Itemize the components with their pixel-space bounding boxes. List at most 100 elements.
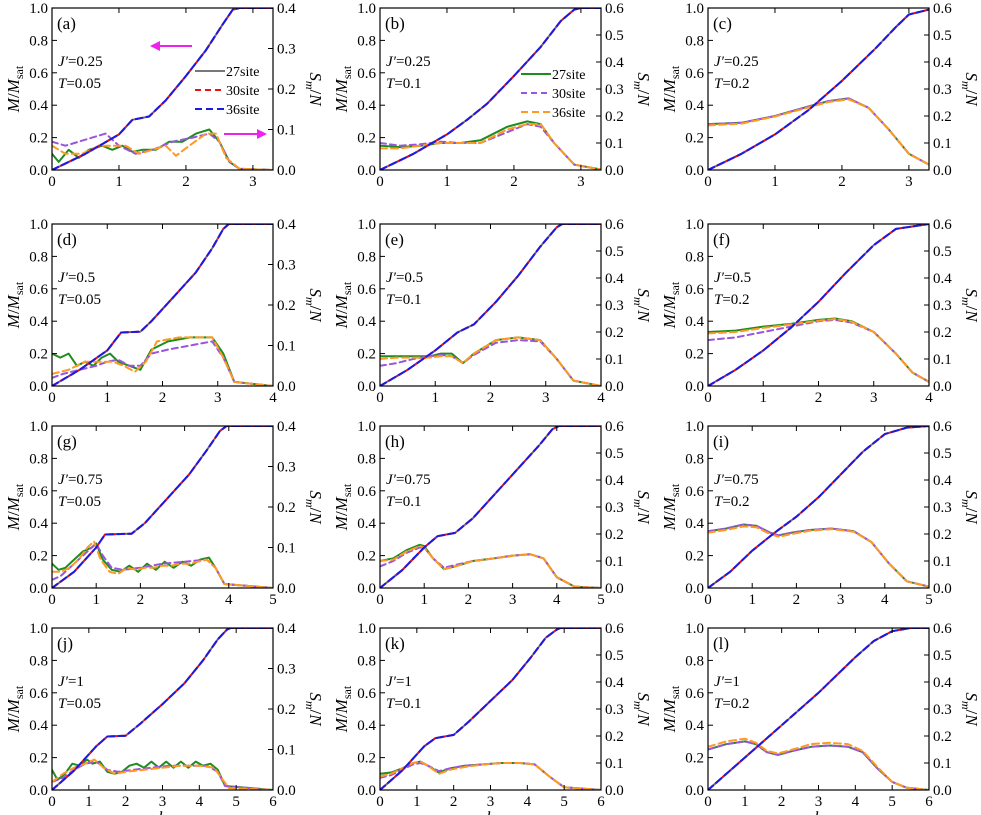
param-temperature: T=0.2 bbox=[714, 494, 750, 510]
param-temperature: T=0.2 bbox=[714, 76, 750, 92]
y-left-tick-label: 0.4 bbox=[357, 516, 376, 532]
y-left-tick-label: 1.0 bbox=[357, 621, 376, 637]
S-36site-line bbox=[708, 525, 929, 588]
S-27site-line bbox=[52, 542, 273, 588]
y-left-tick-label: 1.0 bbox=[29, 217, 48, 233]
y-right-label: Sm/N bbox=[631, 692, 653, 727]
y-right-tick-label: 0.4 bbox=[277, 217, 296, 233]
S-30site-line bbox=[708, 523, 929, 588]
y-right-tick-label: 0.4 bbox=[933, 473, 952, 489]
x-tick-label: 3 bbox=[181, 592, 189, 608]
x-tick-label: 5 bbox=[888, 794, 896, 810]
y-right-tick-label: 0.5 bbox=[605, 28, 624, 44]
param-temperature: T=0.05 bbox=[58, 494, 101, 510]
panel-i: 0 1 2 3 4 50.00.20.40.60.81.00.00.10.20.30.40… bbox=[660, 419, 981, 608]
y-left-tick-label: 0.4 bbox=[357, 718, 376, 734]
y-right-tick-label: 0.6 bbox=[933, 1, 952, 17]
S-30site-line bbox=[52, 542, 273, 588]
y-left-tick-label: 0.6 bbox=[685, 686, 704, 702]
param-temperature: T=0.1 bbox=[386, 696, 422, 712]
M-36site-line bbox=[52, 628, 273, 790]
y-right-tick-label: 0.2 bbox=[605, 729, 624, 745]
M-36site-line bbox=[52, 426, 273, 588]
x-tick-label: 3 bbox=[577, 174, 585, 190]
y-left-tick-label: 0.8 bbox=[29, 249, 48, 265]
y-left-tick-label: 0.2 bbox=[685, 549, 704, 565]
x-tick-label: 3 bbox=[159, 794, 167, 810]
y-right-tick-label: 0.1 bbox=[933, 554, 952, 570]
y-right-label: Sm/N bbox=[631, 288, 653, 323]
param-jprime: J′=1 bbox=[714, 674, 740, 690]
x-tick-label: 1 bbox=[748, 592, 756, 608]
S-36site-line bbox=[52, 132, 273, 170]
y-left-tick-label: 0.2 bbox=[29, 751, 48, 767]
y-left-tick-label: 0.0 bbox=[685, 379, 704, 395]
x-tick-label: 1 bbox=[443, 174, 451, 190]
y-left-tick-label: 0.6 bbox=[685, 66, 704, 82]
y-right-tick-label: 0.1 bbox=[605, 756, 624, 772]
y-left-tick-label: 0.8 bbox=[685, 249, 704, 265]
x-tick-label: 2 bbox=[510, 174, 518, 190]
y-right-tick-label: 0.2 bbox=[277, 500, 296, 516]
y-left-tick-label: 0.6 bbox=[29, 686, 48, 702]
S-27site-line bbox=[52, 128, 273, 170]
y-right-tick-label: 0.5 bbox=[605, 446, 624, 462]
y-left-tick-label: 0.2 bbox=[685, 751, 704, 767]
y-right-tick-label: 0.6 bbox=[933, 217, 952, 233]
x-tick-label: 4 bbox=[553, 592, 561, 608]
y-right-tick-label: 0.0 bbox=[277, 581, 296, 597]
y-right-tick-label: 0.5 bbox=[933, 28, 952, 44]
S-27site-line bbox=[708, 317, 929, 383]
y-left-label: M/Msat bbox=[660, 483, 682, 531]
x-tick-label: 0 bbox=[48, 174, 56, 190]
y-left-tick-label: 0.0 bbox=[29, 783, 48, 799]
y-right-label: Sm/N bbox=[303, 288, 325, 323]
S-36site-line bbox=[380, 336, 601, 386]
y-right-tick-label: 0.2 bbox=[605, 325, 624, 341]
x-tick-label: 1 bbox=[760, 390, 768, 406]
panel-label: (f) bbox=[713, 230, 730, 249]
y-left-label: M/Msat bbox=[660, 281, 682, 329]
param-temperature: T=0.05 bbox=[58, 292, 101, 308]
param-jprime: J′=0.5 bbox=[386, 270, 423, 286]
y-left-label: M/Msat bbox=[660, 65, 682, 113]
y-left-tick-label: 0.4 bbox=[29, 314, 48, 330]
x-tick-label: 4 bbox=[852, 794, 860, 810]
y-left-tick-label: 0.4 bbox=[29, 98, 48, 114]
y-right-tick-label: 0.1 bbox=[277, 123, 296, 139]
x-tick-label: 0 bbox=[48, 592, 56, 608]
x-tick-label: 5 bbox=[232, 794, 240, 810]
curves bbox=[380, 8, 601, 170]
y-left-tick-label: 0.8 bbox=[357, 653, 376, 669]
curves bbox=[708, 8, 929, 170]
y-right-tick-label: 0.1 bbox=[605, 352, 624, 368]
y-right-tick-label: 0.3 bbox=[605, 500, 624, 516]
y-left-tick-label: 0.2 bbox=[29, 347, 48, 363]
y-right-tick-label: 0.1 bbox=[277, 743, 296, 759]
x-tick-label: 2 bbox=[159, 390, 167, 406]
y-left-label: M/Msat bbox=[332, 65, 354, 113]
curves bbox=[380, 628, 601, 790]
S-30site-line bbox=[708, 318, 929, 383]
y-right-tick-label: 0.3 bbox=[933, 82, 952, 98]
y-left-tick-label: 0.0 bbox=[685, 783, 704, 799]
x-tick-label: 5 bbox=[560, 794, 568, 810]
y-left-label: M/Msat bbox=[332, 685, 354, 733]
y-left-tick-label: 1.0 bbox=[685, 419, 704, 435]
y-right-tick-label: 0.1 bbox=[605, 136, 624, 152]
x-axis-label: h bbox=[486, 808, 495, 815]
y-right-tick-label: 0.1 bbox=[933, 352, 952, 368]
y-right-tick-label: 0.5 bbox=[605, 244, 624, 260]
x-tick-label: 4 bbox=[225, 592, 233, 608]
S-36site-line bbox=[52, 336, 273, 386]
y-right-tick-label: 0.2 bbox=[277, 82, 296, 98]
x-tick-label: 0 bbox=[376, 592, 384, 608]
y-left-tick-label: 0.6 bbox=[29, 66, 48, 82]
x-tick-label: 3 bbox=[542, 390, 550, 406]
y-right-tick-label: 0.0 bbox=[933, 783, 952, 799]
y-right-tick-label: 0.4 bbox=[933, 271, 952, 287]
x-tick-label: 4 bbox=[196, 794, 204, 810]
y-right-tick-label: 0.1 bbox=[277, 541, 296, 557]
y-right-tick-label: 0.5 bbox=[933, 446, 952, 462]
y-right-tick-label: 0.4 bbox=[605, 473, 624, 489]
